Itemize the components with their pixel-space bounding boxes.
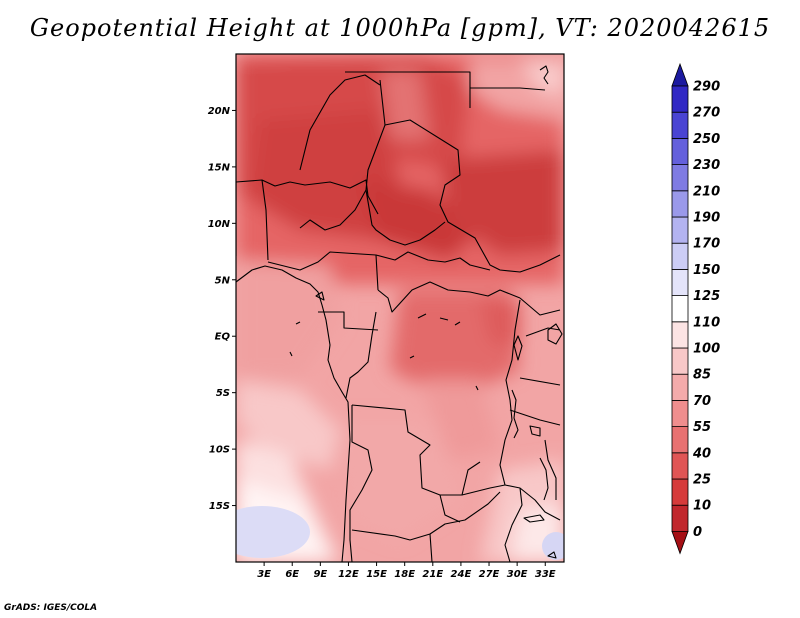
coastline [236,265,351,562]
border-line [349,405,501,562]
colorbar-label: 25 [693,473,711,488]
border-line [318,311,379,399]
border-line [375,251,491,271]
border-line [345,71,546,108]
lon-tick-label: 18E [394,569,415,580]
colorbar-label: 40 [692,446,711,461]
colorbar-swatch [671,164,689,192]
low-contour-blue-region [236,506,310,558]
colorbar-label: 0 [693,525,702,540]
lat-tick-label: 5S [216,388,230,399]
colorbar-swatch [671,452,689,480]
lat-tick-label: 10N [208,219,231,230]
colorbar-label: 190 [693,211,720,226]
colorbar-label: 10 [693,499,711,514]
border-line [544,439,557,500]
border-line [236,179,269,261]
geopotential-field [236,54,564,562]
lon-tick-label: 24E [451,569,472,580]
lake-outline [513,335,523,361]
colorbar-label: 150 [693,263,720,278]
border-line [299,74,381,171]
colorbar-label: 170 [693,237,720,252]
border-line [299,189,367,231]
lat-tick-label: 5N [215,275,231,286]
lake-outline [417,313,461,326]
colorbar-bottom-arrow [671,531,689,555]
border-line [539,65,549,85]
border-line [365,79,446,246]
lon-tick-label: 9E [313,569,327,580]
map-frame [235,53,565,563]
colorbar-label: 70 [693,394,711,409]
colorbar-label: 270 [693,106,720,121]
lake-outline [289,351,479,391]
colorbar-swatch [671,85,689,113]
colorbar-swatch [671,321,689,349]
country-borders [236,65,563,562]
colorbar-swatch [671,373,689,401]
colorbar-swatch [671,478,689,506]
lat-tick-label: EQ [215,332,231,343]
lake-outline [529,425,541,437]
colorbar: 0 10 25 40 55 70 85 100 110 125 150 170 190 210 230 250… [671,62,720,555]
lake-outline [547,551,557,559]
lat-tick-label: 20N [208,106,231,117]
lake-outline [295,291,325,325]
lon-tick-label: 27E [479,569,500,580]
lake-outline [547,323,563,345]
lon-tick-label: 30E [507,569,528,580]
lon-tick-label: 6E [285,569,299,580]
lon-tick-label: 33E [535,569,556,580]
lat-tick-label: 10S [209,445,230,456]
colorbar-swatch [671,295,689,323]
lon-tick-label: 12E [338,569,359,580]
lat-tick-label: 15S [209,501,230,512]
colorbar-label: 210 [693,184,720,199]
lat-tick-label: 15N [208,162,231,173]
border-line [384,119,561,273]
grads-credit: GrADS: IGES/COLA [4,603,98,613]
colorbar-swatch [671,268,689,296]
colorbar-label: 110 [693,315,720,330]
border-line [429,461,481,562]
map-title: Geopotential Height at 1000hPa [gpm], VT… [29,14,771,42]
lon-tick-label: 15E [366,569,387,580]
border-line [377,281,521,313]
colorbar-top-arrow [671,62,689,87]
low-contour-blue-region-east [542,532,564,560]
colorbar-label: 290 [693,80,720,95]
colorbar-label: 250 [693,132,720,147]
colorbar-swatch [671,190,689,218]
colorbar-label: 100 [693,342,720,357]
lon-tick-label: 21E [422,569,443,580]
lake-outline [523,514,545,523]
latitude-axis: 20N 15N 10N 5N EQ 5S 10S 15S [208,106,236,512]
lon-tick-label: 3E [257,569,271,580]
colorbar-swatch [671,399,689,427]
colorbar-swatch [671,347,689,375]
colorbar-swatch [671,216,689,244]
border-line [267,251,379,291]
colorbar-label: 55 [693,420,711,435]
border-line [509,297,561,426]
longitude-axis: 3E 6E 9E 12E 15E 18E 21E 24E 27E 30E 33E [257,562,556,580]
colorbar-label: 125 [693,289,720,304]
colorbar-swatch [671,242,689,270]
lake-outline [511,389,519,439]
colorbar-swatch [671,504,689,532]
lake-outline [539,457,549,501]
border-line [504,484,561,562]
border-line [351,299,521,496]
colorbar-label: 230 [693,158,720,173]
colorbar-swatch [671,426,689,454]
border-line [236,179,379,215]
colorbar-label: 85 [693,368,711,383]
colorbar-swatch [671,137,689,165]
colorbar-swatch [671,111,689,139]
